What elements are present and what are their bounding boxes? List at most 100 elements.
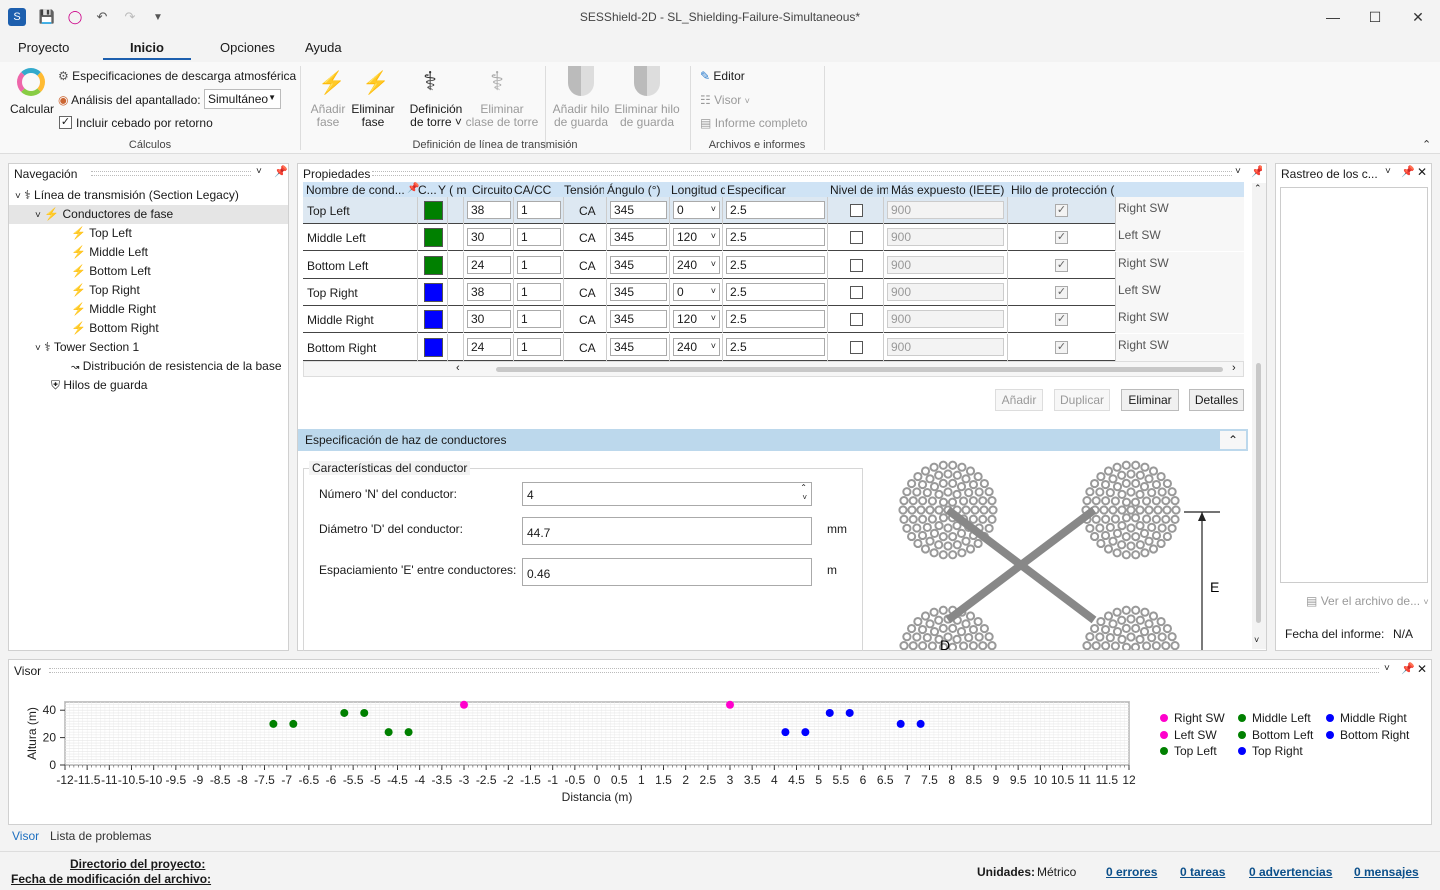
bundle-section-header[interactable]: Especificación de haz de conductores ⌃	[298, 429, 1248, 451]
tree-item-guard-wires[interactable]: ⛨ Hilos de guarda	[9, 376, 288, 395]
voltage-cell[interactable]: 345	[607, 224, 670, 252]
acdc-cell[interactable]: CA	[564, 251, 607, 279]
guard-wire-cell[interactable]: Left SW	[1116, 278, 1244, 306]
chevron-down-icon[interactable]: ˅	[710, 340, 716, 351]
properties-vertical-scrollbar[interactable]: ⌃ ˅	[1252, 183, 1266, 649]
column-header[interactable]: Nombre de cond...	[306, 183, 405, 197]
insulator-length-input[interactable]: 2.5	[726, 310, 825, 329]
menu-ayuda[interactable]: Ayuda	[305, 40, 342, 55]
specify-cell[interactable]	[828, 197, 884, 224]
angle-cell[interactable]: 0 ˅	[670, 197, 723, 224]
specify-cell[interactable]	[828, 306, 884, 334]
y-cell[interactable]: 38	[464, 278, 514, 306]
backflash-checkbox[interactable]: ✓	[59, 116, 72, 129]
chevron-down-icon[interactable]: ˅	[35, 343, 41, 354]
tree-item-tower-section[interactable]: ˅ ⚕ Tower Section 1	[9, 338, 288, 357]
insulator-length-cell[interactable]: 2.5	[723, 333, 828, 361]
impulse-cell[interactable]: 900	[884, 197, 1008, 224]
errors-link[interactable]: 0 errores	[1106, 865, 1158, 879]
conductor-name-cell[interactable]: Bottom Left	[303, 251, 418, 279]
y-cell[interactable]: 30	[464, 224, 514, 252]
y-cell[interactable]: 30	[464, 306, 514, 334]
acdc-cell[interactable]: CA	[564, 197, 607, 224]
calculate-quick-icon[interactable]: ◯	[67, 9, 83, 24]
angle-cell[interactable]: 240 ˅	[670, 333, 723, 361]
y-input[interactable]: 38	[467, 282, 511, 301]
e-spacing-input[interactable]: 0.46	[522, 558, 812, 586]
impulse-cell[interactable]: 900	[884, 224, 1008, 252]
analysis-select[interactable]: Simultáneo ▼	[204, 89, 281, 109]
chevron-down-icon[interactable]: ˅	[710, 204, 716, 214]
menu-inicio[interactable]: Inicio	[130, 40, 164, 55]
column-header[interactable]: Más expuesto (IEEE)	[891, 183, 1005, 197]
circuit-cell[interactable]: 1	[514, 197, 564, 224]
menu-opciones[interactable]: Opciones	[220, 40, 275, 55]
menu-proyecto[interactable]: Proyecto	[18, 40, 70, 55]
specify-cell[interactable]	[828, 333, 884, 361]
circuit-input[interactable]: 1	[517, 228, 561, 247]
insulator-length-input[interactable]: 2.5	[726, 255, 825, 274]
pin-icon[interactable]: 📌	[1251, 166, 1265, 178]
voltage-cell[interactable]: 345	[607, 251, 670, 279]
color-cell[interactable]	[418, 197, 448, 224]
color-cell[interactable]	[418, 251, 448, 279]
delete-button[interactable]: Eliminar	[1121, 389, 1179, 411]
specify-cell[interactable]	[828, 278, 884, 306]
data-point-bottom-right[interactable]	[801, 728, 810, 737]
column-header[interactable]: Especificar	[727, 183, 786, 197]
voltage-input[interactable]: 345	[610, 310, 667, 329]
column-header[interactable]: Ángulo (°)	[607, 183, 661, 197]
add-button[interactable]: Añadir	[995, 389, 1043, 411]
guard-wire-cell[interactable]: Right SW	[1116, 333, 1244, 361]
data-point-right-sw[interactable]	[726, 700, 734, 709]
save-icon[interactable]: 💾	[38, 9, 56, 24]
chevron-down-icon[interactable]: ˅	[1235, 166, 1241, 177]
voltage-cell[interactable]: 345	[607, 333, 670, 361]
color-cell[interactable]	[418, 224, 448, 252]
warnings-link[interactable]: 0 advertencias	[1249, 865, 1333, 879]
calculate-icon[interactable]	[17, 68, 45, 96]
chevron-down-icon[interactable]: ˅	[256, 166, 262, 177]
insulator-length-input[interactable]: 2.5	[726, 337, 825, 356]
tree-item-middle-right[interactable]: ⚡ Middle Right	[9, 300, 288, 319]
data-point-top-left[interactable]	[340, 708, 349, 717]
conductor-name-cell[interactable]: Middle Left	[303, 224, 418, 252]
angle-input[interactable]: 240	[673, 255, 720, 274]
chevron-down-icon[interactable]: ˅	[35, 210, 41, 221]
table-row[interactable]: Bottom Left 24 1 CA 345 240 ˅ 2.5 900 ✓ Right SW	[303, 251, 1244, 279]
table-row[interactable]: Bottom Right 24 1 CA 345 240 ˅ 2.5 900 ✓ Right SW	[303, 333, 1244, 361]
data-point-bottom-left[interactable]	[404, 728, 413, 737]
close-icon[interactable]: ✕	[1417, 662, 1428, 676]
full-report-button[interactable]: ▤ Informe completo	[700, 116, 807, 130]
tree-item-bottom-left[interactable]: ⚡ Bottom Left	[9, 262, 288, 281]
tree-item-bottom-right[interactable]: ⚡ Bottom Right	[9, 319, 288, 338]
collapse-ribbon-icon[interactable]: ⌃	[1422, 139, 1432, 151]
tree-item-phase-conductors[interactable]: ˅ ⚡ Conductores de fase	[9, 205, 288, 224]
spin-down-icon[interactable]: ˅	[802, 493, 807, 502]
tree-item-base-resistance[interactable]: ↝ Distribución de resistencia de la base	[9, 357, 288, 376]
specify-checkbox[interactable]	[850, 340, 863, 354]
column-header[interactable]: Tensión (kV)	[564, 183, 604, 197]
circuit-cell[interactable]: 1	[514, 306, 564, 334]
messages-link[interactable]: 0 mensajes	[1354, 865, 1419, 879]
voltage-cell[interactable]: 345	[607, 278, 670, 306]
circuit-input[interactable]: 1	[517, 201, 561, 219]
voltage-input[interactable]: 345	[610, 228, 667, 247]
tower-definition-button[interactable]: Definición de torre ˅	[409, 102, 463, 129]
angle-cell[interactable]: 0 ˅	[670, 278, 723, 306]
chevron-down-icon[interactable]: ˅	[1384, 663, 1390, 674]
color-swatch[interactable]	[424, 228, 443, 248]
tree-item-top-right[interactable]: ⚡ Top Right	[9, 281, 288, 300]
grid-horizontal-scrollbar[interactable]: ‹ ›	[303, 361, 1244, 377]
chevron-down-icon[interactable]: ˅	[710, 313, 716, 324]
table-row[interactable]: Middle Right 30 1 CA 345 120 ˅ 2.5 900 ✓ Right SW	[303, 306, 1244, 334]
data-point-bottom-left[interactable]	[384, 728, 393, 737]
add-phase-button[interactable]: Añadir fase	[310, 102, 346, 129]
impulse-cell[interactable]: 900	[884, 306, 1008, 334]
insulator-length-input[interactable]: 2.5	[726, 282, 825, 301]
y-input[interactable]: 38	[467, 201, 511, 219]
acdc-cell[interactable]: CA	[564, 306, 607, 334]
delete-tower-class-button[interactable]: Eliminar clase de torre	[465, 102, 539, 129]
specify-cell[interactable]	[828, 224, 884, 252]
data-point-bottom-right[interactable]	[781, 728, 790, 737]
